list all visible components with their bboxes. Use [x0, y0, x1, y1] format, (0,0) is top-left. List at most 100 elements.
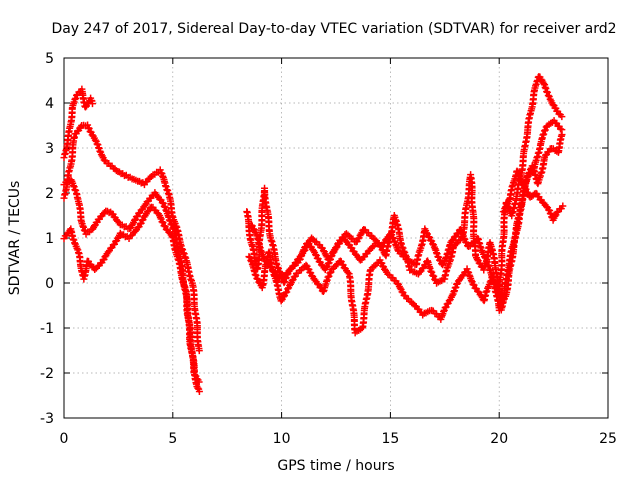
y-tick-label: 4 — [45, 96, 54, 112]
data-point — [322, 263, 330, 271]
x-tick-label: 25 — [599, 431, 617, 447]
data-point — [344, 268, 352, 276]
data-point — [490, 276, 498, 284]
data-point — [399, 244, 407, 252]
data-point — [275, 268, 283, 276]
data-point — [167, 220, 175, 228]
data-point — [300, 247, 308, 255]
data-point — [482, 257, 490, 265]
series-track-1 — [60, 85, 96, 162]
data-point — [523, 188, 531, 196]
data-point — [71, 239, 79, 247]
data-point — [179, 249, 187, 257]
data-point — [558, 131, 566, 139]
data-point — [257, 247, 265, 255]
y-tick-label: 1 — [45, 231, 54, 247]
data-point — [180, 250, 188, 258]
data-point — [519, 180, 527, 188]
data-point — [71, 95, 79, 103]
data-point — [441, 255, 449, 263]
data-point — [247, 256, 255, 264]
data-point — [71, 186, 79, 194]
x-tick-labels: 0 5 10 15 20 25 — [60, 431, 617, 447]
data-point — [484, 261, 492, 269]
data-point — [522, 185, 530, 193]
data-point — [88, 100, 96, 108]
data-marks — [60, 73, 567, 395]
data-point — [480, 253, 488, 261]
data-point — [458, 272, 466, 280]
data-point — [546, 95, 554, 103]
data-point — [168, 221, 176, 229]
data-point — [467, 276, 475, 284]
data-point — [247, 221, 255, 229]
series-track-8 — [500, 167, 567, 224]
data-point — [422, 229, 430, 237]
data-point — [428, 268, 436, 276]
data-point — [489, 275, 497, 283]
data-point — [524, 173, 532, 181]
data-point — [158, 218, 166, 226]
data-point — [93, 140, 101, 148]
data-point — [141, 201, 149, 209]
data-point — [179, 246, 187, 254]
data-point — [195, 387, 203, 395]
data-point — [483, 258, 491, 266]
data-point — [431, 275, 439, 283]
y-tick-label: 3 — [45, 141, 54, 157]
y-tick-label: 0 — [45, 276, 54, 292]
y-tick-label: 5 — [45, 51, 54, 67]
data-point — [158, 199, 166, 207]
data-point — [325, 272, 333, 280]
y-tick-label: -1 — [40, 321, 54, 337]
y-tick-label: -3 — [40, 411, 54, 427]
data-point — [312, 251, 320, 259]
y-tick-label: 2 — [45, 186, 54, 202]
data-point — [253, 274, 261, 282]
data-point — [297, 251, 305, 259]
data-point — [429, 271, 437, 279]
data-point — [144, 208, 152, 216]
data-point — [130, 216, 138, 224]
data-point — [558, 113, 566, 121]
data-point — [369, 243, 377, 251]
data-point — [273, 260, 281, 268]
data-point — [255, 278, 263, 286]
data-point — [72, 186, 80, 194]
data-point — [134, 223, 142, 231]
data-point — [332, 244, 340, 252]
data-point — [497, 303, 505, 311]
data-point — [387, 230, 395, 238]
data-point — [427, 267, 435, 275]
data-point — [166, 217, 174, 225]
data-point — [324, 273, 332, 281]
data-point — [398, 288, 406, 296]
data-point — [252, 271, 260, 279]
data-point — [525, 169, 533, 177]
data-point — [396, 284, 404, 292]
data-point — [543, 88, 551, 96]
data-point — [457, 225, 465, 233]
data-point — [448, 292, 456, 300]
data-point — [114, 217, 122, 225]
data-point — [500, 208, 508, 216]
data-point — [473, 255, 481, 263]
data-point — [165, 216, 173, 224]
data-point — [194, 384, 202, 392]
data-point — [540, 127, 548, 135]
y-axis-label: SDTVAR / TECUs — [7, 181, 23, 296]
series-track-7 — [247, 73, 566, 301]
data-point — [503, 201, 511, 209]
data-point — [313, 280, 321, 288]
data-point — [251, 271, 259, 279]
x-tick-label: 15 — [381, 431, 399, 447]
data-point — [160, 202, 168, 210]
data-point — [540, 80, 548, 88]
data-point — [308, 234, 316, 242]
axis-ticks — [63, 57, 609, 419]
data-point — [91, 136, 99, 144]
data-point — [501, 204, 509, 212]
series-track-2 — [60, 121, 203, 355]
